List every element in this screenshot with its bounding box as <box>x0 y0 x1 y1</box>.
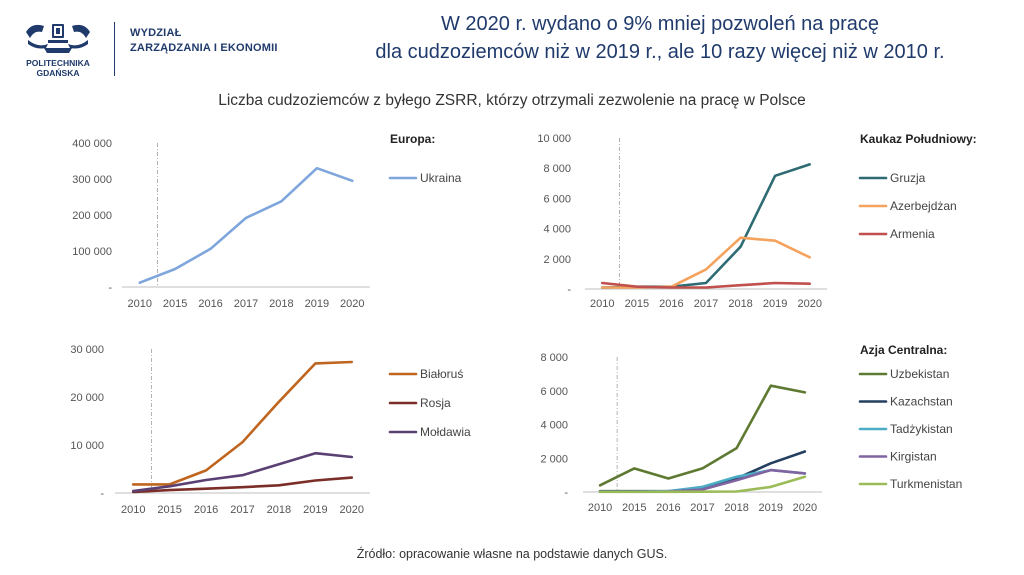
y-tick-label: 300 000 <box>72 174 112 186</box>
x-tick-label: 2010 <box>588 502 612 514</box>
x-tick-label: 2019 <box>305 298 329 310</box>
x-tick-label: 2010 <box>127 298 151 310</box>
legend-label: Tadżykistan <box>890 422 953 436</box>
chart-azja-centralna: - 2 000 4 000 6 000 8 000 2010 2015 2016 2017 201… <box>540 343 962 514</box>
y-tick-label: 4 000 <box>540 420 568 432</box>
legend-label: Gruzja <box>890 171 926 185</box>
y-tick-label: 2 000 <box>540 453 568 465</box>
y-tick-label: 8 000 <box>543 163 571 175</box>
x-tick-label: 2019 <box>759 502 783 514</box>
x-tick-label: 2017 <box>690 502 714 514</box>
series-line-uzbekistan <box>598 384 807 487</box>
chart-europa: - 100 000 200 000 300 000 400 000 2010 2015 201… <box>72 132 461 310</box>
y-tick-label: - <box>567 284 571 296</box>
x-tick-label: 2020 <box>793 502 817 514</box>
legend-label: Uzbekistan <box>890 367 949 381</box>
page-title: W 2020 r. wydano o 9% mniej pozwoleń na … <box>330 10 990 66</box>
series-line-ukraina <box>138 166 354 285</box>
chart-subtitle: Liczba cudzoziemców z byłego ZSRR, którz… <box>218 92 806 109</box>
source-note: Źródło: opracowanie własne na podstawie … <box>356 547 668 561</box>
y-tick-label: 30 000 <box>70 344 104 356</box>
x-tick-label: 2020 <box>340 298 364 310</box>
headline-line1: W 2020 r. wydano o 9% mniej pozwoleń na … <box>440 13 880 35</box>
y-tick-label: 10 000 <box>70 440 104 452</box>
chart-bialorus-rosja-moldawia: - 10 000 20 000 30 000 2010 2015 2016 2017 2018 2… <box>70 344 471 516</box>
legend-label: Białoruś <box>420 367 463 381</box>
series-line-białoruś <box>131 360 354 486</box>
x-tick-label: 2019 <box>763 298 787 310</box>
x-tick-label: 2015 <box>625 298 649 310</box>
x-tick-label: 2018 <box>724 502 748 514</box>
y-tick-label: - <box>108 282 112 294</box>
headline-line2: dla cudzoziemców niż w 2019 r., ale 10 r… <box>375 41 945 63</box>
department-name: WYDZIAŁ ZARZĄDZANIA I EKONOMII <box>130 26 278 56</box>
y-tick-label: 6 000 <box>543 193 571 205</box>
university-name: POLITECHNIKA GDAŃSKA <box>18 58 98 78</box>
university-name-line2: GDAŃSKA <box>36 68 80 78</box>
y-tick-label: 200 000 <box>72 210 112 222</box>
x-tick-label: 2017 <box>230 504 254 516</box>
x-tick-label: 2020 <box>797 298 821 310</box>
series-line-turkmenistan <box>598 475 807 494</box>
series-line-azerbejdżan <box>600 236 812 289</box>
x-tick-label: 2017 <box>234 298 258 310</box>
x-tick-label: 2018 <box>728 298 752 310</box>
series-line-mołdawia <box>131 451 354 493</box>
x-tick-label: 2016 <box>194 504 218 516</box>
x-tick-label: 2019 <box>303 504 327 516</box>
x-tick-label: 2016 <box>659 298 683 310</box>
y-tick-label: - <box>100 488 104 500</box>
x-tick-label: 2015 <box>622 502 646 514</box>
y-tick-label: 400 000 <box>72 138 112 150</box>
university-crest-icon <box>26 24 90 53</box>
y-tick-label: 2 000 <box>543 254 571 266</box>
y-tick-label: 6 000 <box>540 386 568 398</box>
chart-kaukaz: - 2 000 4 000 6 000 8 000 10 000 2010 2015 2016 2… <box>537 132 976 310</box>
x-tick-label: 2016 <box>656 502 680 514</box>
series-line-kirgistan <box>598 468 807 494</box>
legend-title: Azja Centralna: <box>860 343 947 357</box>
legend-title: Kaukaz Południowy: <box>860 132 977 146</box>
logo-block: POLITECHNIKA GDAŃSKA WYDZIAŁ ZARZĄDZANIA… <box>18 18 298 78</box>
x-tick-label: 2015 <box>163 298 187 310</box>
logo-divider <box>114 22 115 76</box>
y-tick-label: 10 000 <box>537 133 571 145</box>
department-line1: WYDZIAŁ <box>130 27 182 39</box>
legend-title: Europa: <box>390 132 435 146</box>
legend-label: Ukraina <box>420 171 462 185</box>
y-tick-label: 8 000 <box>540 352 568 364</box>
x-tick-label: 2018 <box>269 298 293 310</box>
series-line-rosja <box>131 476 354 494</box>
x-tick-label: 2018 <box>267 504 291 516</box>
legend-label: Turkmenistan <box>890 477 962 491</box>
department-line2: ZARZĄDZANIA I EKONOMII <box>130 42 278 54</box>
x-tick-label: 2010 <box>590 298 614 310</box>
series-line-armenia <box>600 281 812 289</box>
legend-label: Azerbejdżan <box>890 199 957 213</box>
legend-label: Mołdawia <box>420 425 471 439</box>
y-tick-label: - <box>564 487 568 499</box>
university-name-line1: POLITECHNIKA <box>26 58 90 68</box>
legend-label: Rosja <box>420 396 451 410</box>
legend-label: Kirgistan <box>890 450 937 464</box>
y-tick-label: 4 000 <box>543 224 571 236</box>
x-tick-label: 2017 <box>694 298 718 310</box>
legend-label: Armenia <box>890 227 935 241</box>
y-tick-label: 20 000 <box>70 392 104 404</box>
x-tick-label: 2016 <box>198 298 222 310</box>
x-tick-label: 2020 <box>340 504 364 516</box>
x-tick-label: 2010 <box>121 504 145 516</box>
y-tick-label: 100 000 <box>72 246 112 258</box>
legend-label: Kazachstan <box>890 395 953 409</box>
x-tick-label: 2015 <box>157 504 181 516</box>
